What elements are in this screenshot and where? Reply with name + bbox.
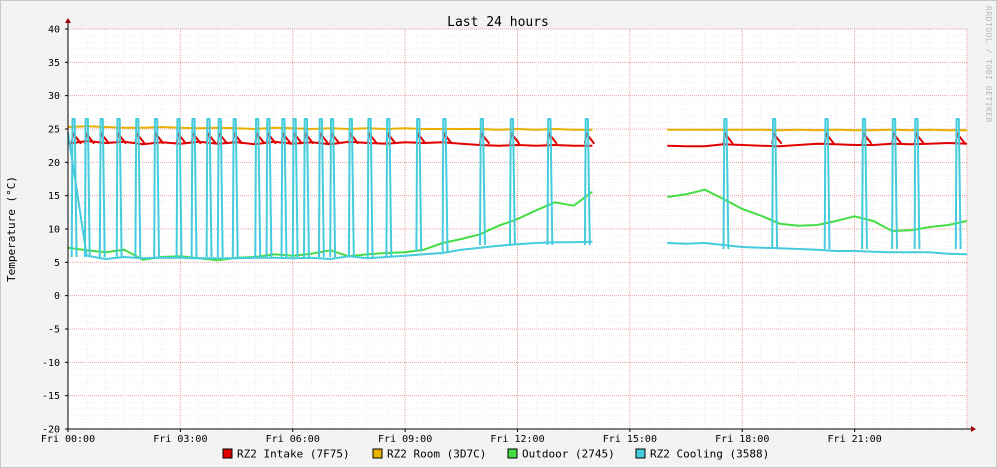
x-tick-label: Fri 06:00: [266, 434, 320, 445]
cooling-spike: [205, 118, 213, 258]
cooling-spike: [722, 118, 730, 250]
series-layer: [67, 118, 968, 262]
cooling-spike: [190, 118, 198, 258]
y-tick-label: 35: [48, 58, 60, 69]
x-tick-label: Fri 09:00: [378, 434, 432, 445]
watermark: RRDTOOL / TOBI OETIKER: [984, 6, 993, 123]
legend: RZ2 Intake (7F75) RZ2 Room (3D7C) Outdoor …: [222, 448, 769, 461]
cooling-spike: [415, 118, 423, 252]
cooling-spike: [913, 118, 921, 250]
cooling-spike: [441, 118, 449, 252]
cooling-spike: [329, 118, 337, 258]
cooling-spike: [954, 118, 962, 250]
x-tick-label: Fri 21:00: [828, 434, 882, 445]
y-tick-label: -15: [42, 391, 60, 402]
legend-label: RZ2 Cooling (3588): [650, 448, 769, 461]
grid: [67, 28, 968, 430]
cooling-spike: [216, 118, 224, 258]
cooling-spike: [175, 118, 183, 258]
y-tick-label: -10: [42, 358, 60, 369]
cooling-spike: [583, 118, 591, 246]
cooling-spike: [861, 118, 868, 250]
y-tick-labels: 40 35 30 25 20 15 10 5 0 -5 -10 -15 -20: [42, 25, 68, 436]
cooling-spike: [291, 118, 299, 258]
chart-title: Last 24 hours: [447, 15, 549, 30]
legend-label: RZ2 Room (3D7C): [387, 448, 486, 461]
x-tick-label: Fri 12:00: [490, 434, 544, 445]
cooling-spike: [265, 118, 273, 258]
x-tick-label: Fri 15:00: [603, 434, 657, 445]
x-tick-labels: Fri 00:00 Fri 03:00 Fri 06:00 Fri 09:00 Fri …: [41, 429, 882, 445]
cooling-spike: [479, 118, 486, 246]
y-tick-label: -5: [48, 325, 60, 336]
series-rz2-cooling-3588: [67, 118, 968, 260]
legend-label: Outdoor (2745): [522, 448, 615, 461]
x-tick-label: Fri 00:00: [41, 434, 95, 445]
cooling-spike: [891, 118, 898, 250]
legend-label: RZ2 Intake (7F75): [237, 448, 350, 461]
cooling-spike: [83, 118, 91, 258]
cooling-spike: [231, 118, 239, 258]
legend-swatch: [635, 448, 646, 459]
y-tick-label: -20: [42, 425, 60, 436]
cooling-spike: [153, 118, 160, 258]
y-axis-arrow: [65, 18, 71, 23]
cooling-spike: [70, 118, 78, 258]
cooling-spike: [98, 118, 106, 258]
cooling-spike: [546, 118, 554, 246]
cooling-spike: [115, 118, 123, 258]
y-tick-label: 25: [48, 125, 60, 136]
series-line: [67, 132, 968, 260]
legend-swatch: [372, 448, 383, 459]
y-axis-label: Temperature (°C): [5, 176, 18, 282]
y-tick-label: 10: [48, 225, 60, 236]
axes: [65, 18, 976, 432]
x-tick-label: Fri 03:00: [153, 434, 207, 445]
y-tick-label: 15: [48, 191, 60, 202]
y-tick-label: 20: [48, 158, 60, 169]
legend-swatch: [507, 448, 518, 459]
cooling-spike: [347, 118, 355, 258]
cooling-spike: [823, 118, 831, 250]
y-tick-label: 0: [54, 291, 60, 302]
y-tick-label: 5: [54, 258, 60, 269]
legend-swatch: [222, 448, 233, 459]
cooling-spike: [366, 118, 374, 258]
x-tick-label: Fri 18:00: [715, 434, 769, 445]
cooling-spike: [385, 118, 393, 258]
cooling-spike: [509, 118, 516, 246]
cooling-spike: [771, 118, 779, 250]
cooling-spike: [134, 118, 142, 258]
x-axis-arrow: [971, 426, 976, 432]
cooling-spike: [254, 118, 262, 258]
cooling-spike: [318, 118, 325, 258]
cooling-spike: [303, 118, 310, 258]
cooling-spike: [280, 118, 288, 258]
y-tick-label: 40: [48, 25, 60, 36]
y-tick-label: 30: [48, 91, 60, 102]
